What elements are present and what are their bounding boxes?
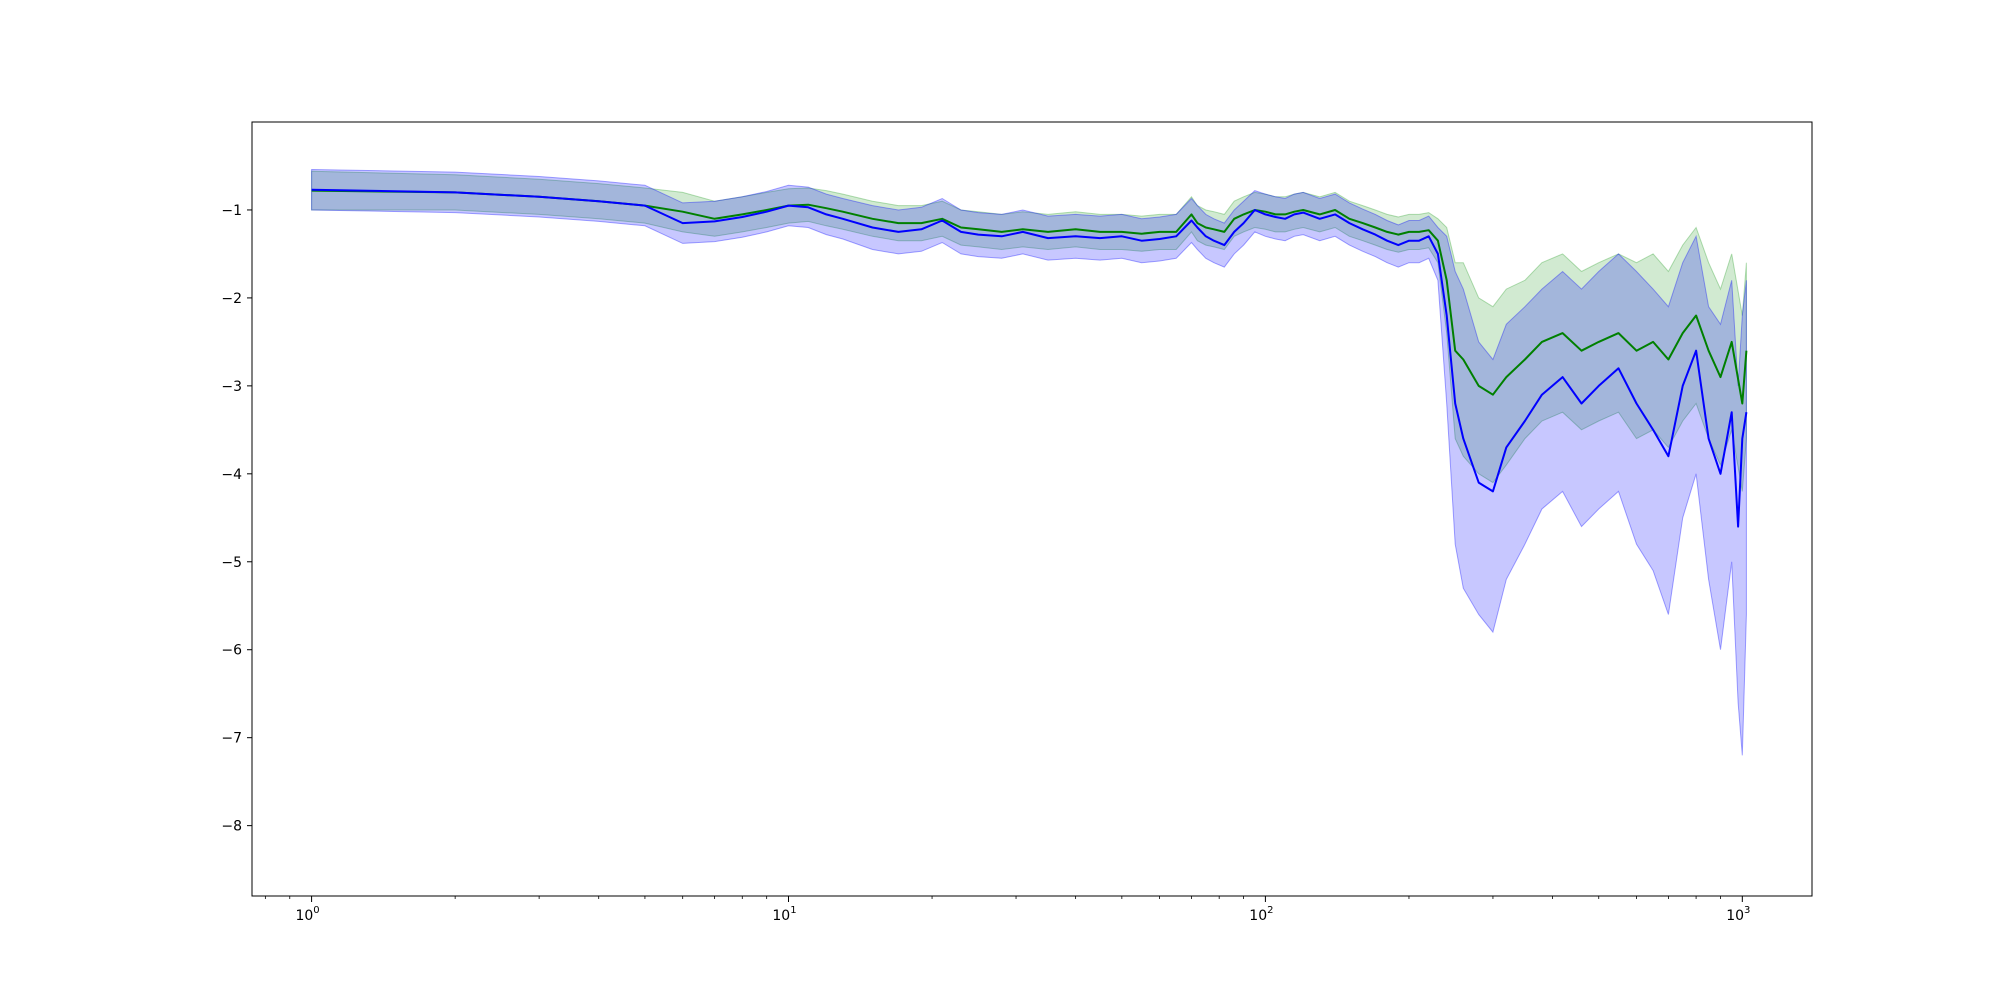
series-1-line <box>311 189 1748 405</box>
y-tick-label: −2 <box>221 291 242 307</box>
series-2-band <box>311 168 1747 756</box>
y-tick-label: −6 <box>221 643 242 659</box>
y-tick-label: −7 <box>221 731 242 747</box>
x-tick-label: 103 <box>1726 905 1750 924</box>
x-tick-label: 100 <box>295 905 319 924</box>
axes: −1 −2 −3 −4 −5 −6 −7 −8 100 101 102 103 <box>221 121 1813 924</box>
y-tick-label: −3 <box>221 379 242 395</box>
y-tick-label: −5 <box>221 555 242 571</box>
series-1-band <box>311 170 1747 492</box>
series-group <box>311 168 1748 756</box>
y-tick-label: −1 <box>221 203 242 219</box>
y-tick-label: −8 <box>221 819 242 835</box>
x-tick-label: 101 <box>772 905 796 924</box>
series-2-line <box>311 188 1748 528</box>
y-tick-label: −4 <box>221 467 242 483</box>
plot-frame <box>251 121 1813 897</box>
x-tick-label: 102 <box>1249 905 1273 924</box>
plot-area <box>311 168 1748 756</box>
